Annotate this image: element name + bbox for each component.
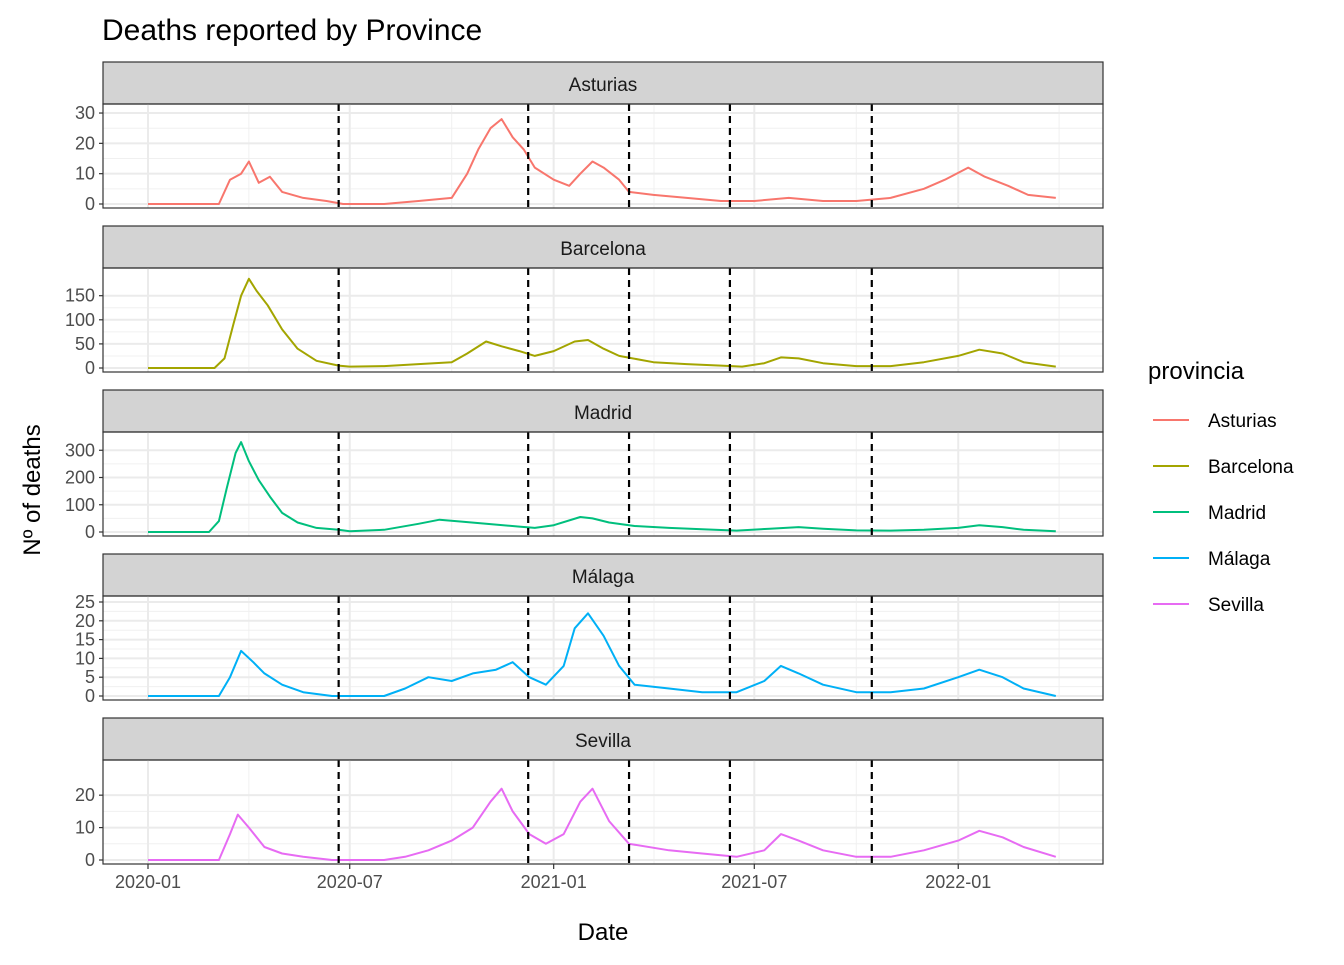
legend-item-madrid: Madrid	[1153, 503, 1266, 524]
legend-item-málaga: Málaga	[1153, 549, 1271, 570]
y-tick-label: 20	[75, 611, 95, 631]
facet-strip-label: Sevilla	[575, 731, 631, 752]
series-line-málaga	[148, 612, 1057, 697]
y-tick-label: 200	[65, 468, 95, 488]
y-tick-label: 20	[75, 785, 95, 805]
facet-strip-label: Málaga	[572, 567, 635, 588]
y-tick-label: 0	[85, 358, 95, 378]
y-tick-label: 10	[75, 818, 95, 838]
legend: provincia Asturias Barcelona Madrid Málaga S…	[1148, 358, 1294, 616]
facet-asturias: Asturias 0 10 20 30	[75, 61, 1104, 214]
legend-label: Madrid	[1208, 503, 1266, 524]
facet-sevilla: Sevilla 0 10 20	[75, 717, 1104, 870]
legend-label: Málaga	[1208, 549, 1271, 570]
panel-border	[102, 595, 1104, 701]
facet-strip	[102, 61, 1104, 105]
facet-madrid: Madrid 0 100 200 300	[65, 389, 1104, 542]
y-tick-label: 100	[65, 495, 95, 515]
x-tick-label: 2020-01	[115, 872, 181, 892]
panel-border	[102, 267, 1104, 373]
legend-item-sevilla: Sevilla	[1153, 595, 1264, 616]
y-tick-label: 100	[65, 310, 95, 330]
y-tick-label: 0	[85, 194, 95, 214]
facet-strip-label: Asturias	[569, 75, 638, 96]
legend-label: Sevilla	[1208, 595, 1264, 616]
facet-strip	[102, 553, 1104, 597]
y-tick-label: 20	[75, 133, 95, 153]
x-axis: 2020-01 2020-07 2021-01 2021-07 2022-01	[115, 864, 991, 892]
panel-border	[102, 759, 1104, 865]
y-tick-label: 150	[65, 286, 95, 306]
y-tick-label: 10	[75, 648, 95, 668]
y-axis-label: Nº of deaths	[19, 424, 46, 556]
x-tick-label: 2021-01	[521, 872, 587, 892]
legend-title: provincia	[1148, 358, 1245, 385]
legend-label: Barcelona	[1208, 457, 1294, 478]
legend-item-barcelona: Barcelona	[1153, 457, 1294, 478]
facet-strip-label: Barcelona	[560, 239, 646, 260]
y-tick-label: 50	[75, 334, 95, 354]
y-tick-label: 0	[85, 686, 95, 706]
series-line-sevilla	[148, 787, 1057, 861]
y-tick-label: 0	[85, 522, 95, 542]
x-tick-label: 2021-07	[721, 872, 787, 892]
facet-barcelona: Barcelona 0 50 100 150	[65, 225, 1104, 378]
x-tick-label: 2020-07	[317, 872, 383, 892]
facets: Asturias0102030Barcelona050100150Madrid0…	[65, 61, 1104, 870]
y-tick-label: 30	[75, 103, 95, 123]
x-tick-label: 2022-01	[925, 872, 991, 892]
facet-strip-label: Madrid	[574, 403, 632, 424]
series-line-barcelona	[148, 277, 1056, 369]
legend-item-asturias: Asturias	[1153, 411, 1277, 432]
facet-strip	[102, 717, 1104, 761]
panel-border	[102, 103, 1104, 209]
facet-strip	[102, 389, 1104, 433]
y-tick-label: 25	[75, 592, 95, 612]
legend-label: Asturias	[1208, 411, 1277, 432]
x-axis-label: Date	[578, 919, 629, 946]
y-tick-label: 0	[85, 850, 95, 870]
series-line-asturias	[148, 118, 1056, 205]
y-tick-label: 10	[75, 164, 95, 184]
y-tick-label: 5	[85, 667, 95, 687]
series-line-madrid	[148, 441, 1056, 533]
y-tick-label: 300	[65, 440, 95, 460]
chart-title: Deaths reported by Province	[102, 14, 482, 47]
panel-border	[102, 431, 1104, 537]
y-tick-label: 15	[75, 630, 95, 650]
